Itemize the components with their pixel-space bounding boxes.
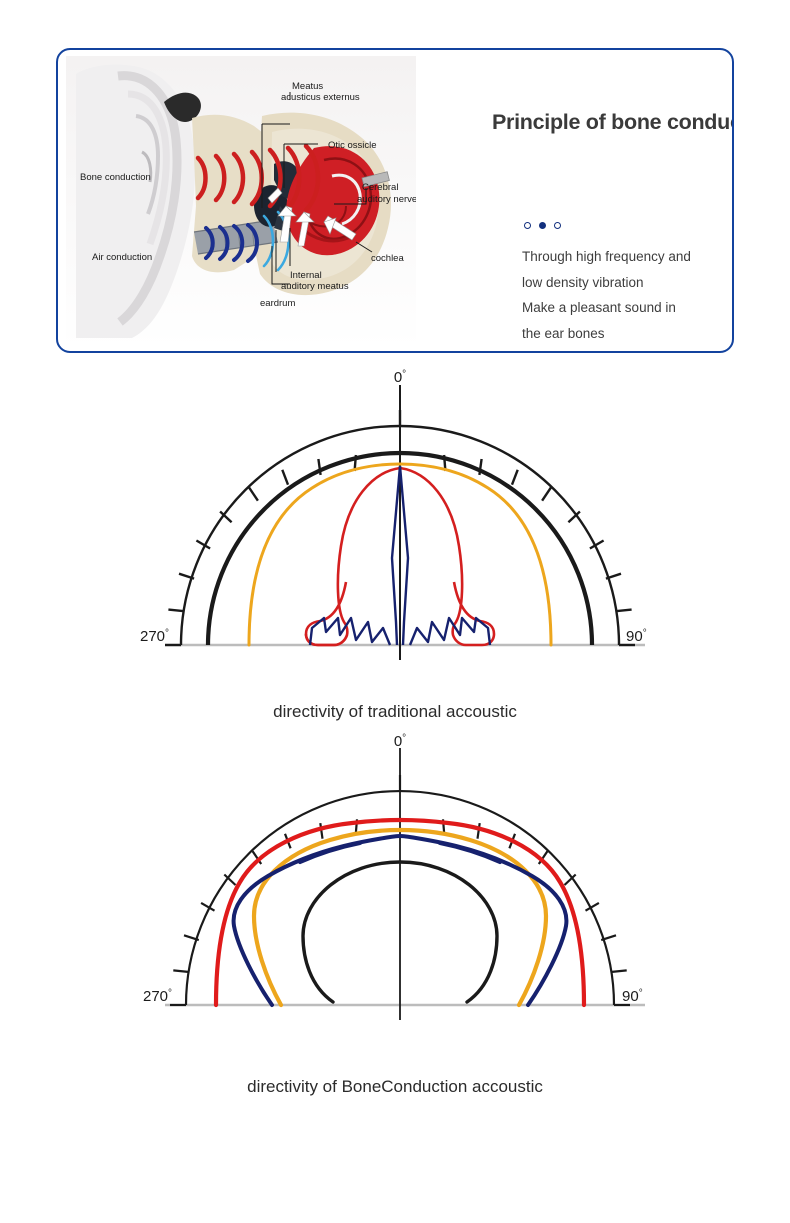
callout-bar bbox=[361, 171, 390, 188]
hero-text-column: Principle of bone conduction Through hig… bbox=[430, 50, 732, 351]
label-cerebral-line1: Cerebral bbox=[362, 182, 398, 193]
page-title: Principle of bone conduction bbox=[492, 110, 732, 134]
bullet-dot-hollow-right bbox=[554, 222, 561, 229]
series-navy-ripple-right bbox=[438, 841, 502, 864]
hero-line-1: Through high frequency and bbox=[522, 249, 691, 264]
label-angle-left: 270° bbox=[143, 988, 172, 1005]
bullet-dot-row bbox=[524, 222, 561, 229]
series-navy-high-frequency bbox=[231, 833, 569, 1007]
label-cochlea: cochlea bbox=[371, 253, 404, 264]
label-internal-line2: auditory meatus bbox=[281, 281, 349, 292]
chart-caption-boneconduction: directivity of BoneConduction accoustic bbox=[247, 1077, 543, 1096]
hero-feature-list: Through high frequency and low density v… bbox=[522, 244, 732, 351]
series-navy-sidelobes-left bbox=[308, 616, 392, 646]
label-air-conduction: Air conduction bbox=[92, 252, 152, 263]
head-silhouette bbox=[76, 64, 201, 338]
polar-chart-boneconduction-svg: 0° 270° 90° bbox=[143, 733, 645, 1020]
hero-line-2: low density vibration bbox=[522, 274, 644, 290]
series-navy-beam-left bbox=[390, 465, 402, 646]
bullet-dot-filled bbox=[539, 222, 546, 229]
label-angle-top: 0° bbox=[394, 369, 406, 386]
bone-conduction-hero-card: Bone conduction Air conduction Meatus ac… bbox=[56, 48, 734, 353]
series-red-low-frequency bbox=[213, 817, 587, 1008]
label-internal-line1: Internal bbox=[290, 270, 322, 281]
bullet-dot-hollow-left bbox=[524, 222, 531, 229]
label-cerebral-line2: auditory nerve bbox=[357, 194, 416, 205]
polar-axis-labels: 0° 270° 90° bbox=[143, 733, 643, 1005]
hero-card-inner: Bone conduction Air conduction Meatus ac… bbox=[58, 50, 732, 351]
label-bone-conduction: Bone conduction bbox=[80, 172, 151, 183]
polar-axis-labels: 0° 270° 90° bbox=[140, 369, 647, 645]
hero-line-5: Safer, healthier bbox=[522, 346, 732, 351]
series-navy-ripple-left bbox=[298, 841, 362, 864]
hero-line-3: Make a pleasant sound in bbox=[522, 300, 676, 315]
air-conduction-waves bbox=[204, 223, 259, 263]
label-angle-left: 270° bbox=[140, 628, 169, 645]
label-eardrum: eardrum bbox=[260, 298, 295, 309]
chart-caption-traditional: directivity of traditional accoustic bbox=[273, 702, 517, 721]
series-yellow-mid-frequency bbox=[251, 827, 549, 1008]
label-otic-ossicle: Otic ossicle bbox=[328, 140, 377, 151]
ear-anatomy-svg: Bone conduction Air conduction Meatus ac… bbox=[66, 56, 416, 348]
series-navy-beam-right bbox=[398, 465, 410, 646]
label-angle-right: 90° bbox=[622, 988, 643, 1005]
inner-reference-ring bbox=[301, 860, 499, 1004]
series-yellow-low-frequency bbox=[247, 462, 553, 647]
label-angle-top: 0° bbox=[394, 733, 406, 750]
label-meatus-line2: acusticus externus bbox=[281, 92, 360, 103]
polar-chart-traditional-svg: 0° 270° 90° bbox=[140, 369, 647, 660]
reference-ring bbox=[205, 450, 595, 646]
label-angle-right: 90° bbox=[626, 628, 647, 645]
pointer-arrows bbox=[267, 187, 357, 247]
label-leader-lines bbox=[261, 92, 373, 285]
ear-diagram-labels: Bone conduction Air conduction Meatus ac… bbox=[80, 81, 416, 309]
hero-line-4: the ear bones bbox=[522, 325, 605, 341]
label-meatus-line1: Meatus bbox=[292, 81, 323, 92]
polar-chart-boneconduction: 0° 270° 90° bbox=[0, 730, 790, 1020]
series-navy-sidelobes-right bbox=[408, 616, 492, 646]
polar-chart-traditional: 0° 270° 90° bbox=[0, 360, 790, 660]
ear-anatomy-illustration: Bone conduction Air conduction Meatus ac… bbox=[66, 56, 416, 348]
series-red-left-sidelobe-base bbox=[304, 633, 349, 647]
